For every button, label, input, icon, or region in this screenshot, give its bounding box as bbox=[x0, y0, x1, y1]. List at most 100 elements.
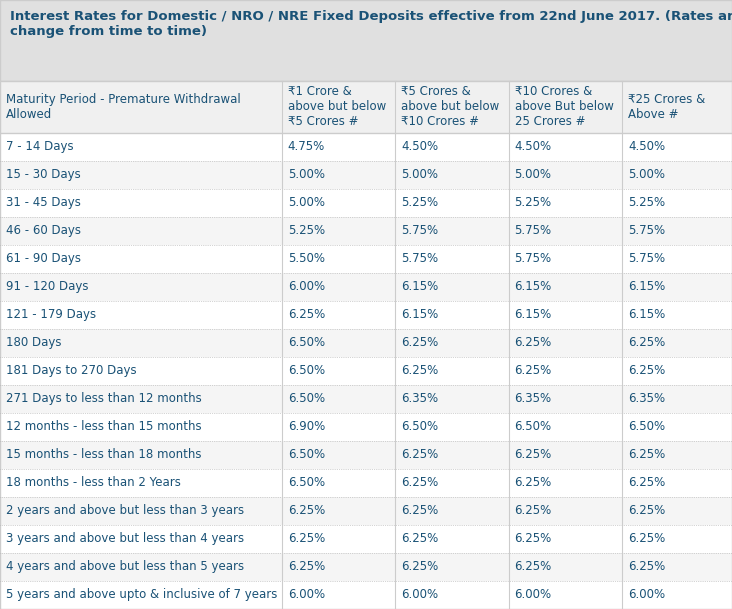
Bar bbox=[282, 497, 395, 525]
Bar bbox=[509, 581, 622, 609]
Bar bbox=[395, 469, 509, 497]
Text: 6.50%: 6.50% bbox=[288, 336, 325, 350]
Bar bbox=[282, 189, 395, 217]
Bar bbox=[282, 553, 395, 581]
Text: 6.50%: 6.50% bbox=[401, 420, 438, 434]
Bar bbox=[282, 581, 395, 609]
Text: 6.25%: 6.25% bbox=[515, 336, 552, 350]
Text: 6.15%: 6.15% bbox=[401, 308, 438, 322]
Bar bbox=[0, 81, 282, 133]
Text: 6.25%: 6.25% bbox=[401, 560, 438, 574]
Bar bbox=[282, 81, 395, 133]
Text: 6.25%: 6.25% bbox=[515, 532, 552, 546]
Text: 5.25%: 5.25% bbox=[515, 196, 552, 209]
Bar bbox=[622, 357, 732, 385]
Text: 6.25%: 6.25% bbox=[628, 532, 665, 546]
Bar bbox=[509, 469, 622, 497]
Text: 15 - 30 Days: 15 - 30 Days bbox=[6, 168, 81, 181]
Text: 6.15%: 6.15% bbox=[515, 280, 552, 294]
Text: 6.25%: 6.25% bbox=[515, 364, 552, 378]
Text: 6.25%: 6.25% bbox=[288, 560, 325, 574]
Text: 31 - 45 Days: 31 - 45 Days bbox=[6, 196, 81, 209]
Bar bbox=[622, 497, 732, 525]
Text: 6.25%: 6.25% bbox=[628, 476, 665, 490]
Text: 6.50%: 6.50% bbox=[288, 448, 325, 462]
Text: ₹5 Crores &
above but below
₹10 Crores #: ₹5 Crores & above but below ₹10 Crores # bbox=[401, 85, 499, 128]
Text: 6.25%: 6.25% bbox=[401, 532, 438, 546]
Bar bbox=[0, 301, 282, 329]
Bar bbox=[395, 273, 509, 301]
Bar bbox=[509, 413, 622, 441]
Text: 181 Days to 270 Days: 181 Days to 270 Days bbox=[6, 364, 136, 378]
Text: 5.75%: 5.75% bbox=[515, 224, 552, 238]
Bar bbox=[282, 357, 395, 385]
Text: 18 months - less than 2 Years: 18 months - less than 2 Years bbox=[6, 476, 181, 490]
Text: 5.75%: 5.75% bbox=[628, 252, 665, 266]
Bar bbox=[0, 245, 282, 273]
Text: 5.25%: 5.25% bbox=[401, 196, 438, 209]
Bar bbox=[622, 385, 732, 413]
Bar bbox=[282, 245, 395, 273]
Text: 5.00%: 5.00% bbox=[515, 168, 552, 181]
Text: 5.75%: 5.75% bbox=[628, 224, 665, 238]
Bar bbox=[282, 469, 395, 497]
Bar bbox=[395, 553, 509, 581]
Bar bbox=[0, 273, 282, 301]
Text: 6.50%: 6.50% bbox=[288, 476, 325, 490]
Text: 6.25%: 6.25% bbox=[515, 448, 552, 462]
Text: 6.15%: 6.15% bbox=[401, 280, 438, 294]
Text: 6.50%: 6.50% bbox=[288, 392, 325, 406]
Bar bbox=[509, 329, 622, 357]
Bar bbox=[395, 217, 509, 245]
Bar bbox=[622, 525, 732, 553]
Bar bbox=[0, 161, 282, 189]
Bar bbox=[622, 469, 732, 497]
Bar bbox=[509, 357, 622, 385]
Text: 46 - 60 Days: 46 - 60 Days bbox=[6, 224, 81, 238]
Bar bbox=[509, 525, 622, 553]
Bar bbox=[622, 273, 732, 301]
Text: 6.25%: 6.25% bbox=[401, 364, 438, 378]
Bar bbox=[509, 217, 622, 245]
Text: 5.75%: 5.75% bbox=[401, 252, 438, 266]
Text: 6.25%: 6.25% bbox=[628, 336, 665, 350]
Text: 6.00%: 6.00% bbox=[401, 588, 438, 602]
Text: 6.50%: 6.50% bbox=[515, 420, 552, 434]
Text: 61 - 90 Days: 61 - 90 Days bbox=[6, 252, 81, 266]
Text: 5.00%: 5.00% bbox=[288, 168, 325, 181]
Bar bbox=[395, 189, 509, 217]
Text: ₹25 Crores &
Above #: ₹25 Crores & Above # bbox=[628, 93, 706, 121]
Bar bbox=[395, 81, 509, 133]
Bar bbox=[395, 329, 509, 357]
Text: 6.00%: 6.00% bbox=[515, 588, 552, 602]
Text: 6.00%: 6.00% bbox=[288, 588, 325, 602]
Text: 6.25%: 6.25% bbox=[401, 504, 438, 518]
Bar bbox=[622, 161, 732, 189]
Bar bbox=[0, 413, 282, 441]
Text: 271 Days to less than 12 months: 271 Days to less than 12 months bbox=[6, 392, 201, 406]
Bar bbox=[282, 161, 395, 189]
Bar bbox=[0, 217, 282, 245]
Bar bbox=[509, 161, 622, 189]
Text: 6.90%: 6.90% bbox=[288, 420, 325, 434]
Bar bbox=[395, 525, 509, 553]
Text: ₹1 Crore &
above but below
₹5 Crores #: ₹1 Crore & above but below ₹5 Crores # bbox=[288, 85, 386, 128]
Text: 5.00%: 5.00% bbox=[628, 168, 665, 181]
Bar bbox=[282, 217, 395, 245]
Text: 6.25%: 6.25% bbox=[515, 476, 552, 490]
Bar bbox=[0, 441, 282, 469]
Bar bbox=[282, 329, 395, 357]
Bar bbox=[622, 329, 732, 357]
Bar bbox=[0, 385, 282, 413]
Bar bbox=[622, 413, 732, 441]
Text: 91 - 120 Days: 91 - 120 Days bbox=[6, 280, 89, 294]
Bar bbox=[395, 301, 509, 329]
Bar bbox=[282, 413, 395, 441]
Bar bbox=[622, 553, 732, 581]
Bar bbox=[282, 385, 395, 413]
Bar bbox=[0, 329, 282, 357]
Bar bbox=[395, 581, 509, 609]
Bar bbox=[622, 133, 732, 161]
Bar bbox=[509, 245, 622, 273]
Text: 6.00%: 6.00% bbox=[628, 588, 665, 602]
